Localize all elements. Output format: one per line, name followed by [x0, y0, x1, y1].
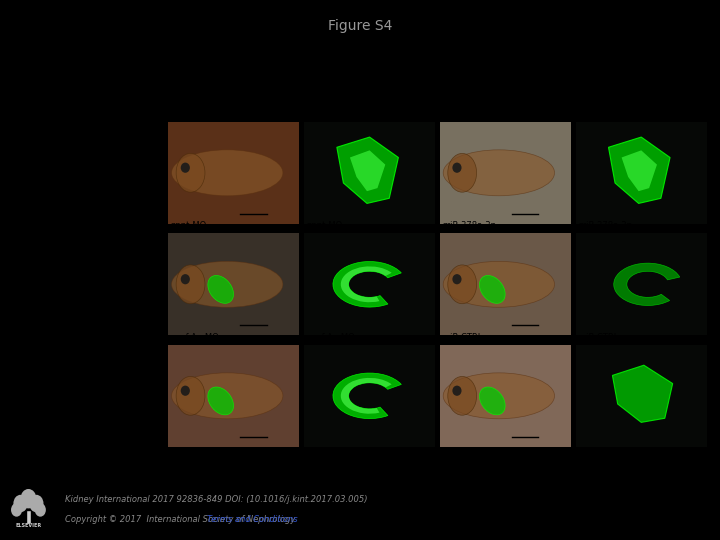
Circle shape — [30, 495, 43, 512]
Text: miR-378a-3p: miR-378a-3p — [578, 221, 632, 230]
Wedge shape — [613, 263, 680, 306]
Ellipse shape — [444, 150, 554, 196]
FancyBboxPatch shape — [440, 233, 571, 335]
Ellipse shape — [452, 163, 462, 173]
Circle shape — [20, 489, 36, 509]
Ellipse shape — [208, 275, 233, 303]
Ellipse shape — [452, 386, 462, 396]
Ellipse shape — [171, 373, 283, 419]
Ellipse shape — [181, 274, 190, 284]
Text: npnt-MO: npnt-MO — [307, 221, 343, 230]
Ellipse shape — [444, 373, 554, 419]
Ellipse shape — [448, 153, 477, 192]
Circle shape — [35, 503, 46, 517]
Ellipse shape — [480, 387, 505, 415]
Ellipse shape — [448, 376, 477, 415]
Ellipse shape — [171, 150, 283, 196]
Polygon shape — [621, 150, 657, 191]
FancyBboxPatch shape — [440, 345, 571, 447]
Text: Kidney International 2017 92836-849 DOI: (10.1016/j.kint.2017.03.005): Kidney International 2017 92836-849 DOI:… — [65, 495, 367, 504]
Wedge shape — [333, 373, 401, 418]
FancyBboxPatch shape — [26, 510, 31, 524]
FancyBboxPatch shape — [440, 122, 571, 224]
Ellipse shape — [176, 265, 205, 303]
FancyBboxPatch shape — [168, 122, 300, 224]
Ellipse shape — [181, 386, 190, 396]
Wedge shape — [333, 261, 401, 307]
Ellipse shape — [452, 274, 462, 284]
Polygon shape — [613, 365, 672, 422]
FancyBboxPatch shape — [576, 345, 707, 447]
Text: WT: WT — [307, 110, 320, 119]
Text: ELSEVIER: ELSEVIER — [15, 523, 42, 528]
Text: vegf-Aa-MO: vegf-Aa-MO — [171, 333, 220, 342]
Text: WT: WT — [171, 110, 184, 119]
Ellipse shape — [444, 261, 554, 307]
Wedge shape — [341, 266, 392, 302]
Text: miR-CTRL: miR-CTRL — [578, 333, 618, 342]
FancyBboxPatch shape — [304, 233, 435, 335]
Text: miR-CTRL: miR-CTRL — [442, 333, 482, 342]
Polygon shape — [608, 137, 670, 204]
Text: Copyright © 2017  International Society of Nephrology: Copyright © 2017 International Society o… — [65, 515, 298, 524]
FancyBboxPatch shape — [168, 233, 300, 335]
Wedge shape — [341, 378, 392, 414]
Ellipse shape — [176, 153, 205, 192]
FancyBboxPatch shape — [168, 345, 300, 447]
Text: Figure S4: Figure S4 — [328, 19, 392, 33]
Ellipse shape — [448, 265, 477, 303]
Polygon shape — [350, 150, 385, 191]
Polygon shape — [337, 137, 398, 204]
Text: Supplementary: Supplementary — [110, 84, 253, 102]
Circle shape — [11, 503, 22, 517]
FancyBboxPatch shape — [576, 233, 707, 335]
Text: vegf-Aa-MO: vegf-Aa-MO — [307, 333, 355, 342]
Ellipse shape — [480, 275, 505, 303]
Text: miR-378a-3p: miR-378a-3p — [442, 221, 496, 230]
Text: Terms and Conditions: Terms and Conditions — [207, 515, 297, 524]
Text: Figure 4: Figure 4 — [632, 84, 710, 102]
Text: npnt-MO: npnt-MO — [171, 221, 207, 230]
Text: CTRL-MO: CTRL-MO — [442, 110, 480, 119]
Ellipse shape — [171, 261, 283, 307]
FancyBboxPatch shape — [304, 345, 435, 447]
Ellipse shape — [176, 376, 205, 415]
FancyBboxPatch shape — [576, 122, 707, 224]
Ellipse shape — [208, 387, 233, 415]
Text: CTRL-MO: CTRL-MO — [578, 110, 616, 119]
Circle shape — [14, 495, 27, 512]
FancyBboxPatch shape — [304, 122, 435, 224]
Ellipse shape — [181, 163, 190, 173]
